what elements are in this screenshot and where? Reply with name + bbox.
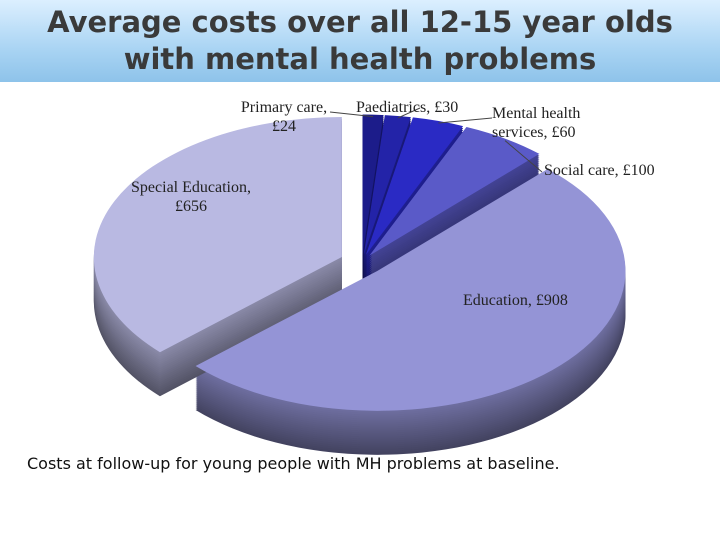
pie-slice [369,126,540,256]
slice-side [363,119,411,259]
leader-line [397,107,421,119]
slice-label: Education, £908 [463,292,568,309]
leader-line [504,140,543,173]
pie-slice [365,117,464,255]
slide-title: Average costs over all 12-15 year olds w… [47,5,673,76]
slice-side [363,121,411,261]
slice-label: Paediatrics, £30 [356,99,459,116]
pie-slice [362,114,384,255]
leader-line [438,117,493,124]
pie-slice [195,168,626,411]
pie-slice [93,117,342,353]
slice-label: Mental health services, £60 [492,105,581,141]
slice-label: Special Education, £656 [131,179,251,215]
slice-label: Primary care, £24 [240,99,328,135]
header-bar [0,0,720,82]
slice-label: Social care, £100 [544,162,655,179]
caption: Costs at follow-up for young people with… [27,454,560,473]
pie-slice [363,115,411,255]
leader-line [329,111,374,118]
slice-side [363,117,411,257]
